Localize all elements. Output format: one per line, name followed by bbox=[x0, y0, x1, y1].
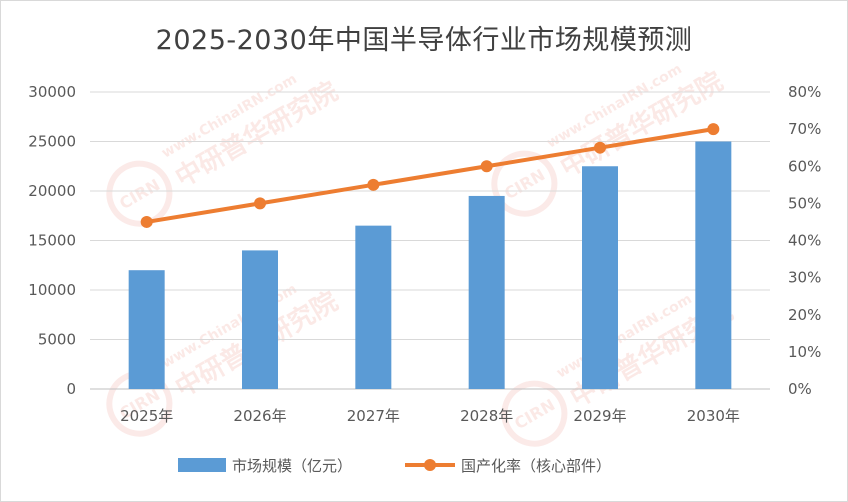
line-point bbox=[594, 141, 606, 154]
legend: 市场规模（亿元） 国产化率（核心部件） bbox=[178, 457, 611, 475]
line-point bbox=[254, 197, 266, 210]
y-right-tick-label: 30% bbox=[788, 269, 821, 287]
y-left-tick-label: 0 bbox=[66, 380, 76, 398]
y-right-tick-label: 40% bbox=[788, 232, 821, 250]
legend-label: 市场规模（亿元） bbox=[232, 457, 352, 475]
legend-swatch-marker bbox=[424, 459, 436, 471]
x-tick-label: 2029年 bbox=[573, 407, 626, 425]
y-right-tick-label: 10% bbox=[788, 343, 821, 361]
x-tick-label: 2026年 bbox=[233, 407, 286, 425]
x-tick-label: 2030年 bbox=[687, 407, 740, 425]
series-line bbox=[146, 127, 714, 224]
y-left-tick-label: 15000 bbox=[28, 232, 76, 250]
watermark-logo: CIRN bbox=[116, 175, 163, 213]
bar bbox=[128, 270, 165, 389]
line-point bbox=[480, 160, 493, 173]
bar bbox=[355, 225, 392, 389]
y-right-tick-label: 50% bbox=[788, 194, 821, 212]
x-axis: 2025年 2026年 2027年 2028年 2029年 2030年 bbox=[120, 407, 740, 425]
x-tick-label: 2025年 bbox=[120, 407, 173, 425]
y-right-tick-label: 20% bbox=[788, 306, 821, 324]
y-right-tick-label: 60% bbox=[788, 157, 821, 175]
bar bbox=[468, 195, 505, 389]
bar bbox=[582, 166, 618, 389]
legend-swatch-bar bbox=[178, 458, 226, 472]
chart-title: 2025-2030年中国半导体行业市场规模预测 bbox=[155, 25, 693, 56]
y-left-tick-label: 20000 bbox=[28, 182, 76, 200]
y-axis-left: 0 5000 10000 15000 20000 25000 30000 bbox=[28, 83, 76, 398]
gridlines bbox=[90, 91, 770, 390]
y-right-tick-label: 0% bbox=[788, 380, 812, 398]
bar bbox=[695, 141, 732, 389]
watermark-logo-ring bbox=[501, 380, 568, 447]
y-left-tick-label: 10000 bbox=[28, 281, 76, 299]
line-point bbox=[140, 215, 153, 228]
y-left-tick-label: 25000 bbox=[28, 133, 76, 151]
legend-label: 国产化率（核心部件） bbox=[461, 457, 611, 475]
y-axis-right: 0% 10% 20% 30% 40% 50% 60% 70% 80% bbox=[788, 83, 821, 398]
y-right-tick-label: 80% bbox=[788, 83, 821, 101]
watermark-logo: CIRN bbox=[511, 395, 558, 433]
line-point bbox=[367, 178, 380, 191]
y-left-tick-label: 5000 bbox=[38, 331, 76, 349]
line-series bbox=[140, 123, 720, 228]
bar bbox=[242, 250, 278, 389]
y-right-tick-label: 70% bbox=[788, 120, 821, 138]
watermark-logo: CIRN bbox=[501, 165, 548, 203]
y-left-tick-label: 30000 bbox=[28, 83, 76, 101]
bar-series bbox=[128, 141, 732, 389]
line-point bbox=[707, 123, 720, 136]
x-tick-label: 2027年 bbox=[347, 407, 400, 425]
x-tick-label: 2028年 bbox=[460, 407, 513, 425]
